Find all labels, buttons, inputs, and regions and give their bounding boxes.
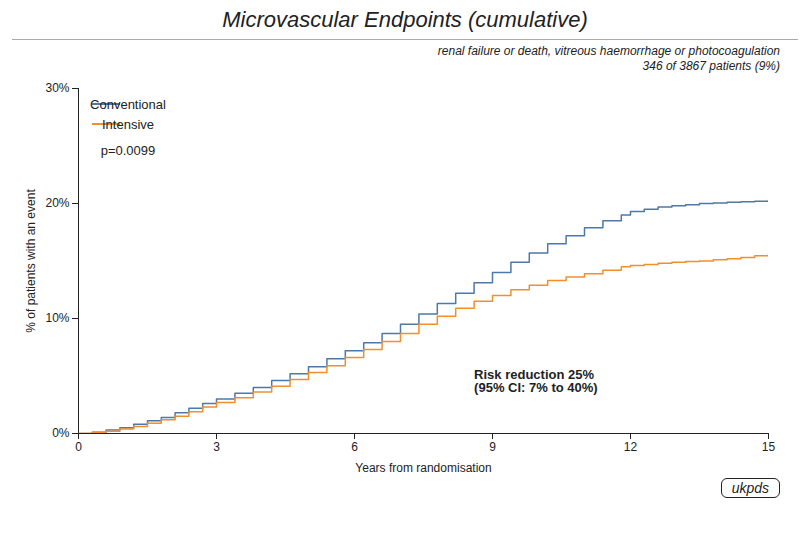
html-text:Microvascular Endpoints (cumul: Microvascular Endpoints (cumulative) — [222, 7, 588, 32]
svg-text:% of patients with an event: % of patients with an event — [24, 189, 38, 333]
svg-text:6: 6 — [351, 440, 358, 454]
svg-text:p=0.0099: p=0.0099 — [101, 143, 156, 158]
svg-text:Risk reduction 25%(95% CI: 7%: Risk reduction 25%(95% CI: 7% to 40%) — [474, 367, 598, 395]
svg-text:Years from randomisation: Years from randomisation — [355, 461, 491, 475]
svg-text:3: 3 — [213, 440, 220, 454]
svg-text:0%: 0% — [52, 426, 70, 440]
svg-text:15: 15 — [762, 440, 776, 454]
svg-text:20%: 20% — [45, 196, 69, 210]
svg-text:0: 0 — [75, 440, 82, 454]
svg-text:10%: 10% — [45, 311, 69, 325]
svg-text:30%: 30% — [45, 81, 69, 95]
svg-text:9: 9 — [489, 440, 496, 454]
svg-text:12: 12 — [624, 440, 638, 454]
svg-text:Intensive: Intensive — [102, 117, 154, 132]
svg-text:Conventional: Conventional — [90, 97, 166, 112]
html-text:ukpds: ukpds — [731, 480, 769, 496]
html-text:renal failure or death, vitreo: renal failure or death, vitreous haemorr… — [437, 44, 780, 73]
